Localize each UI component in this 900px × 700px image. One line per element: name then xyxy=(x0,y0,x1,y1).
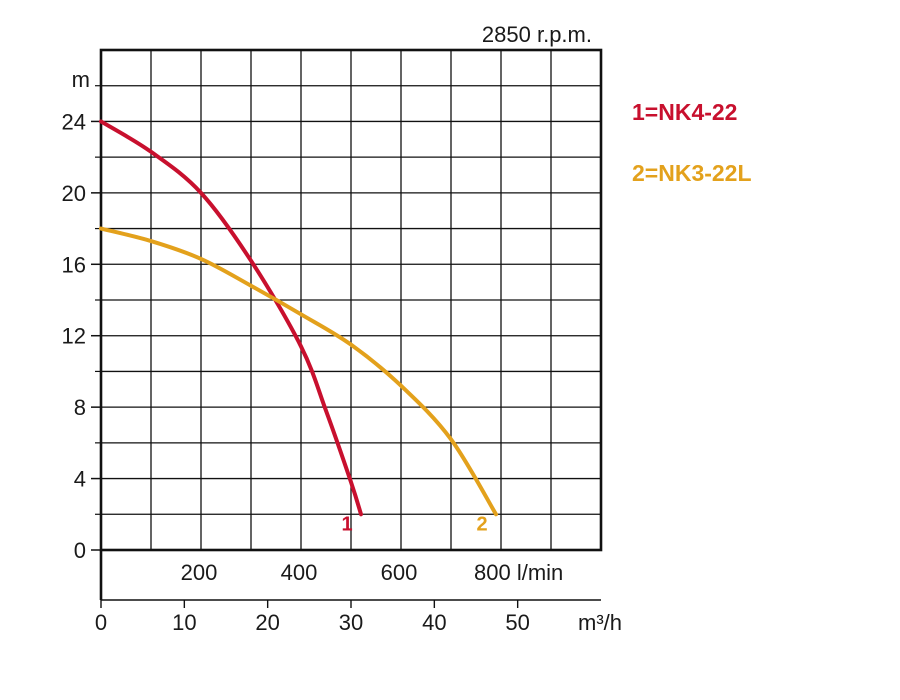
y-tick-label: 4 xyxy=(74,467,86,492)
legend-entry-nk4-22: 1=NK4-22 xyxy=(632,99,737,125)
x-tick-label-lmin: 600 xyxy=(381,560,418,585)
y-axis-ticks: 0 4 8 12 16 20 24 xyxy=(62,85,101,563)
y-tick-label: 16 xyxy=(62,252,86,277)
y-tick-label: 20 xyxy=(62,181,86,206)
x-axis-ticks-lmin: 200 400 600 800 l/min xyxy=(181,560,564,585)
series-line-2 xyxy=(99,226,498,517)
x-tick-label-m3h: 10 xyxy=(172,610,196,635)
chart-title: 2850 r.p.m. xyxy=(482,22,592,47)
x-tick-label-lmin: 400 xyxy=(281,560,318,585)
y-tick-label: 8 xyxy=(74,395,86,420)
series-line-1 xyxy=(99,119,363,517)
x-tick-label-lmin: 200 xyxy=(181,560,218,585)
curve-end-label-2: 2 xyxy=(476,513,487,535)
y-tick-label: 24 xyxy=(62,109,86,134)
curve-end-label-1: 1 xyxy=(341,513,352,535)
x-tick-label-m3h: 20 xyxy=(255,610,279,635)
y-axis-label: m xyxy=(72,67,90,92)
chart-grid xyxy=(101,50,601,550)
x-axis-unit-m3h: m³/h xyxy=(578,610,622,635)
legend-entry-nk3-22l: 2=NK3-22L xyxy=(632,160,752,186)
x-tick-label-lmin: 800 l/min xyxy=(474,560,563,585)
x-tick-label-m3h: 40 xyxy=(422,610,446,635)
y-tick-label: 0 xyxy=(74,538,86,563)
x-tick-label-m3h: 30 xyxy=(339,610,363,635)
x-tick-label-m3h: 50 xyxy=(505,610,529,635)
x-tick-label-m3h: 0 xyxy=(95,610,107,635)
x-axis-ticks-m3h: 0 10 20 30 40 50 xyxy=(95,600,530,635)
y-tick-label: 12 xyxy=(62,324,86,349)
